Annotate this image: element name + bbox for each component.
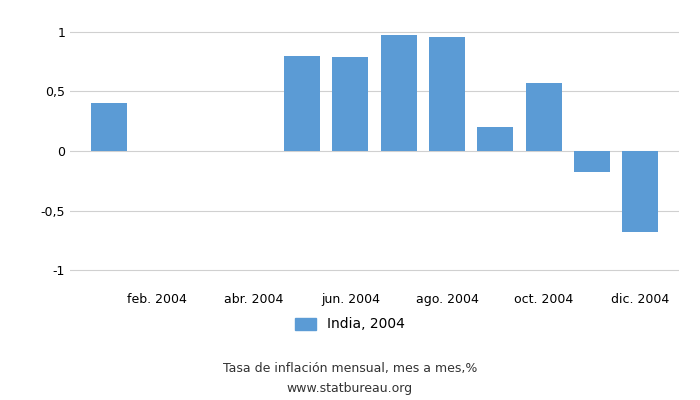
Text: Tasa de inflación mensual, mes a mes,%: Tasa de inflación mensual, mes a mes,% [223,362,477,375]
Bar [90,103,127,151]
Bar [284,56,320,151]
Text: www.statbureau.org: www.statbureau.org [287,382,413,395]
Bar [574,151,610,172]
Bar [622,151,659,232]
Bar [477,127,514,151]
Bar [526,83,562,151]
Bar [429,37,465,151]
Bar [381,36,416,151]
Bar [332,57,368,151]
Legend: India, 2004: India, 2004 [290,312,410,337]
